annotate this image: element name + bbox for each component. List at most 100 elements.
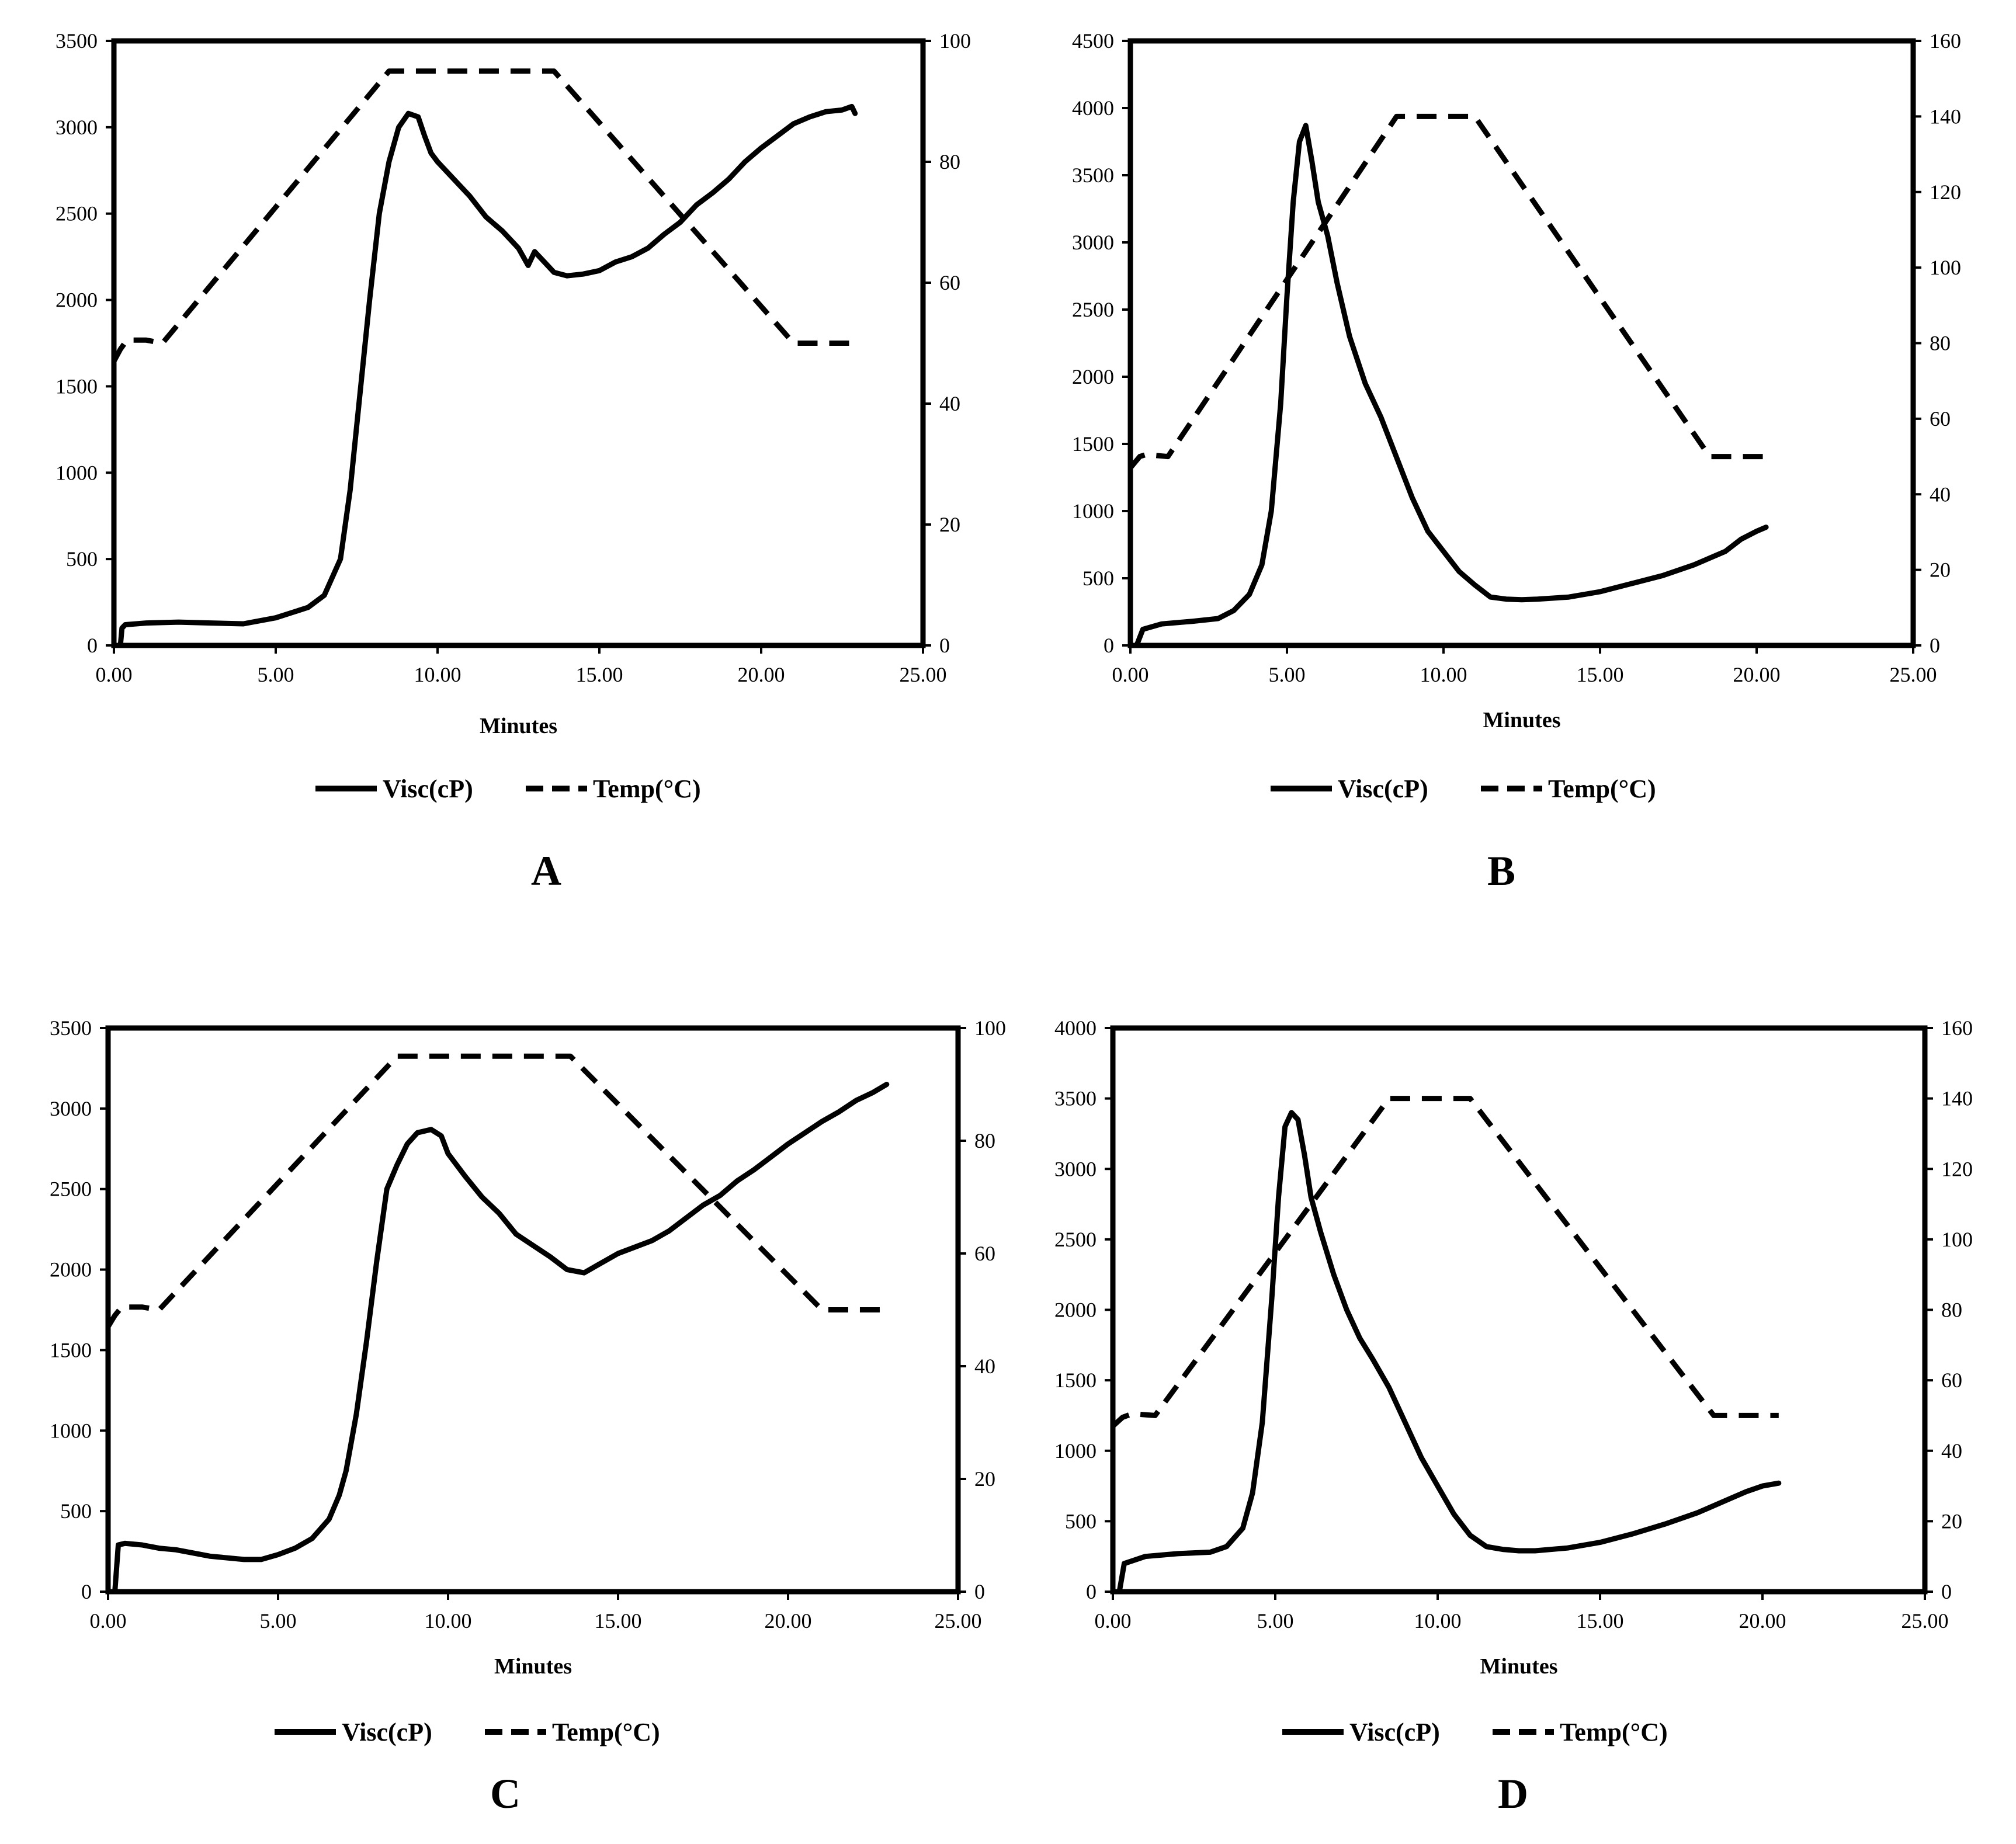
right-tick-label: 60 (939, 271, 960, 294)
x-tick-label: 0.00 (90, 1609, 127, 1633)
x-tick-label: 5.00 (258, 663, 294, 686)
right-tick-label: 40 (1941, 1439, 1962, 1463)
x-axis-label: Minutes (1480, 1654, 1558, 1679)
right-tick-label: 160 (1941, 1016, 1973, 1040)
right-tick-label: 20 (974, 1467, 995, 1491)
left-tick-label: 2500 (55, 202, 98, 225)
legend-label-visc: Visc(cP) (342, 1718, 432, 1746)
series-line-temp (106, 1053, 890, 1328)
right-tick-label: 0 (1941, 1580, 1952, 1603)
series-line-visc (111, 103, 858, 648)
left-tick-label: 1500 (1072, 432, 1114, 456)
x-tick-label: 20.00 (1733, 663, 1781, 686)
series-line-temp (112, 68, 855, 363)
legend-label-temp: Temp(°C) (552, 1718, 660, 1746)
left-tick-label: 1000 (1054, 1439, 1097, 1463)
series-line-temp (1128, 113, 1767, 470)
x-tick-label: 15.00 (595, 1609, 642, 1633)
right-tick-label: 60 (1930, 407, 1951, 430)
left-tick-label: 3000 (55, 116, 98, 139)
series-line-visc (1127, 123, 1769, 648)
panel-letter: C (490, 1770, 521, 1817)
right-tick-label: 20 (1930, 558, 1951, 582)
left-tick-label: 3500 (50, 1016, 92, 1040)
left-tick-label: 3000 (1054, 1157, 1097, 1180)
series-line-visc (105, 1082, 890, 1595)
right-tick-label: 120 (1941, 1157, 1973, 1180)
legend-label-temp: Temp(°C) (1548, 775, 1656, 803)
panel-b: 0 500 1000 1500 2000 2500 3000 3500 4000 4500 0 20 4… (1072, 29, 1961, 894)
x-tick-label: 0.00 (1095, 1609, 1132, 1633)
right-tick-label: 100 (939, 29, 971, 53)
legend: Visc(cP) Temp(°C) (315, 775, 701, 803)
x-axis-label: Minutes (480, 714, 557, 738)
left-tick-label: 3000 (50, 1097, 92, 1120)
left-tick-label: 2000 (1054, 1298, 1097, 1322)
x-axis-label: Minutes (1483, 708, 1561, 732)
legend: Visc(cP) Temp(°C) (275, 1718, 660, 1746)
x-tick-label: 15.00 (1577, 663, 1624, 686)
legend-label-visc: Visc(cP) (1349, 1718, 1440, 1746)
left-tick-label: 1500 (50, 1338, 92, 1362)
plot-frame-c (105, 1025, 961, 1595)
panel-a: 0 500 1000 1500 2000 2500 3000 3500 0 20 40 60 80 100… (55, 29, 971, 894)
x-tick-label: 5.00 (1257, 1609, 1294, 1633)
panel-c: 0 500 1000 1500 2000 2500 3000 3500 0 20 40 60 80 100… (50, 1016, 1006, 1817)
right-tick-label: 40 (1930, 482, 1951, 506)
panel-letter: A (531, 848, 561, 894)
right-tick-label: 40 (974, 1355, 995, 1378)
left-tick-label: 4000 (1072, 96, 1114, 120)
right-tick-label: 100 (1930, 256, 1961, 279)
left-tick-label: 3000 (1072, 231, 1114, 254)
left-tick-label: 0 (87, 634, 98, 657)
x-tick-label: 10.00 (425, 1609, 472, 1633)
legend-label-temp: Temp(°C) (593, 775, 701, 803)
right-tick-label: 100 (1941, 1228, 1973, 1251)
left-tick-label: 2500 (1054, 1228, 1097, 1251)
right-tick-label: 60 (974, 1242, 995, 1265)
left-tick-label: 1500 (55, 374, 98, 398)
right-tick-label: 0 (1930, 634, 1940, 657)
plot-frame-a (111, 38, 926, 648)
series-line-visc (1110, 1110, 1782, 1595)
x-axis-label: Minutes (494, 1654, 572, 1679)
left-tick-label: 4000 (1054, 1016, 1097, 1040)
right-tick-label: 140 (1941, 1087, 1973, 1110)
left-tick-label: 0 (1104, 634, 1114, 657)
legend: Visc(cP) Temp(°C) (1271, 775, 1656, 803)
right-tick-label: 0 (974, 1580, 985, 1603)
plot-frame-d (1110, 1025, 1928, 1595)
x-tick-label: 0.00 (1112, 663, 1149, 686)
right-tick-label: 120 (1930, 180, 1961, 204)
left-tick-label: 1000 (50, 1419, 92, 1442)
left-tick-label: 2000 (55, 289, 98, 312)
right-tick-label: 20 (939, 513, 960, 536)
left-tick-label: 2000 (1072, 365, 1114, 388)
left-tick-label: 1500 (1054, 1369, 1097, 1392)
right-tick-label: 20 (1941, 1509, 1962, 1533)
left-tick-label: 0 (81, 1580, 92, 1603)
left-tick-label: 500 (1065, 1509, 1097, 1533)
legend: Visc(cP) Temp(°C) (1282, 1718, 1668, 1746)
x-tick-label: 25.00 (935, 1609, 982, 1633)
left-tick-label: 1000 (55, 461, 98, 484)
x-tick-label: 15.00 (1577, 1609, 1624, 1633)
panel-letter: D (1498, 1770, 1528, 1817)
right-tick-label: 0 (939, 634, 950, 657)
x-tick-label: 10.00 (1414, 1609, 1462, 1633)
x-tick-label: 0.00 (96, 663, 133, 686)
left-tick-label: 500 (1082, 567, 1114, 590)
x-tick-label: 20.00 (765, 1609, 812, 1633)
x-tick-label: 15.00 (576, 663, 623, 686)
panel-letter: B (1487, 848, 1515, 894)
x-tick-label: 20.00 (738, 663, 785, 686)
left-tick-label: 500 (60, 1499, 92, 1523)
right-tick-label: 80 (974, 1129, 995, 1152)
x-tick-label: 20.00 (1739, 1609, 1786, 1633)
right-tick-label: 40 (939, 392, 960, 415)
right-tick-label: 80 (1941, 1298, 1962, 1322)
right-tick-label: 60 (1941, 1369, 1962, 1392)
x-tick-label: 25.00 (900, 663, 947, 686)
legend-label-visc: Visc(cP) (383, 775, 473, 803)
